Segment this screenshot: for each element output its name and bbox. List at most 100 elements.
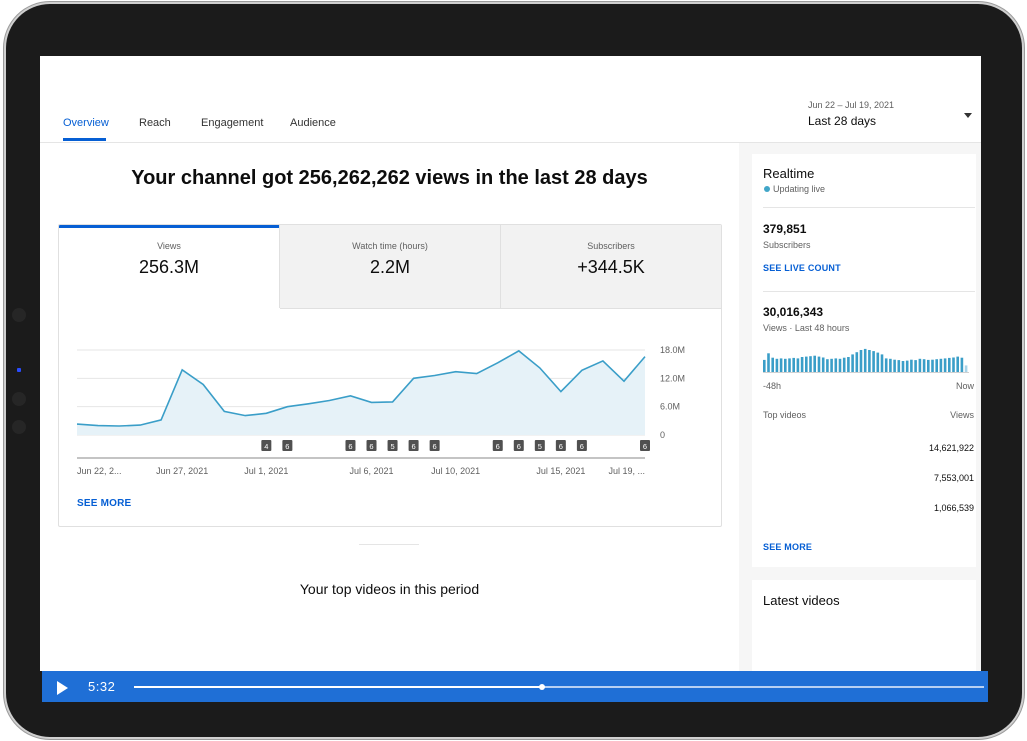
see-live-count-link[interactable]: SEE LIVE COUNT [763,263,841,273]
data-point [559,390,563,394]
realtime-bar [779,358,783,372]
realtime-bar [863,348,867,372]
realtime-bar [855,352,859,372]
top-video-views: 1,066,539 [933,503,974,513]
annotation-label: 6 [285,442,289,451]
realtime-bar [956,356,959,372]
realtime-bar-chart[interactable] [763,344,975,376]
tab-bar: Overview Reach Engagement Audience Jun 2… [40,56,981,143]
annotation-badge [408,440,419,451]
annotation-label: 4 [264,442,268,451]
annotation-label: 6 [517,442,521,451]
annotation-label: 6 [496,442,500,451]
annotation-badge [534,440,545,451]
annotation-label: 6 [433,442,437,451]
realtime-bar [960,357,964,372]
data-point [201,383,205,387]
tab-overview[interactable]: Overview [63,117,109,129]
annotation-label: 6 [348,442,352,451]
data-point [454,370,458,374]
realtime-bar [876,352,880,372]
realtime-bar [859,350,863,372]
data-point [138,423,142,427]
data-point [327,399,331,403]
latest-videos-title: Latest videos [763,593,840,608]
tab-engagement[interactable]: Engagement [201,117,264,129]
views-chart[interactable]: 0 6.0M 12.0M 18.0M 4 6 6 6 5 6 6 6 6 5 6 6 6 Jun 22, 2...… [59,225,721,526]
annotation-label: 6 [412,442,416,451]
data-point [601,359,605,363]
views-column-label: Views [950,410,974,420]
active-tab-indicator [63,138,106,141]
seek-bar-progress [134,686,542,688]
realtime-bar [842,357,846,372]
annotation-badge [387,440,398,451]
annotation-badge [513,440,524,451]
realtime-bar [910,359,913,372]
realtime-bar [830,358,833,372]
realtime-subscribers-label: Subscribers [763,240,811,250]
data-point [643,355,647,359]
see-more-link[interactable]: SEE MORE [77,498,132,509]
realtime-bar [943,358,947,372]
series-line [76,349,646,427]
metric-value: 2.2M [369,257,411,277]
metric-value: +344.5K [577,257,645,277]
seek-bar[interactable] [134,686,984,688]
realtime-bar [889,358,892,372]
realtime-bar [880,354,884,372]
realtime-views-label: Views · Last 48 hours [763,323,850,333]
annotation-label: 6 [643,442,647,451]
annotation-label: 5 [538,442,542,451]
realtime-bar [775,358,779,372]
annotation-label: 5 [390,442,394,451]
realtime-bar [784,358,787,372]
realtime-bar [868,350,871,372]
realtime-bar [884,358,888,372]
data-point [538,366,542,370]
metric-tab-subscribers[interactable]: Subscribers +344.5K [501,225,721,309]
chevron-down-icon[interactable] [964,113,972,118]
data-point [475,372,479,376]
axis-start-label: -48h [763,381,782,391]
realtime-bar [809,356,812,372]
metric-tab-watch-time[interactable]: Watch time (hours) 2.2M [280,225,501,309]
realtime-bar [805,356,808,372]
data-point [243,414,247,418]
realtime-bar [905,360,909,372]
realtime-views-value: 30,016,343 [763,305,824,319]
date-range-selector[interactable]: Last 28 days [808,114,877,128]
x-tick-label: Jul 15, 2021 [536,466,585,476]
tab-reach[interactable]: Reach [139,117,171,129]
seek-handle[interactable] [539,684,545,690]
annotation-badge [555,440,566,451]
realtime-bar [918,358,922,372]
realtime-bar [935,359,938,372]
metric-tab-views[interactable]: Views 256.3M [59,225,280,308]
date-range-text[interactable]: Jun 22 – Jul 19, 2021 [808,100,895,110]
realtime-see-more-link[interactable]: SEE MORE [763,542,813,552]
metric-value: 256.3M [138,257,200,277]
x-tick-label: Jun 27, 2021 [156,466,208,476]
annotation-badge [576,440,587,451]
top-videos-label: Top videos [763,410,807,420]
x-tick-label: Jun 22, 2... [77,466,122,476]
analytics-screen: Overview Reach Engagement Audience Jun 2… [40,56,981,671]
realtime-bar [771,357,774,372]
realtime-bar [893,359,896,372]
metrics-card: Views 256.3M Watch time (hours) 2.2M Sub… [58,224,722,527]
tab-audience[interactable]: Audience [290,117,336,129]
annotation-badge [429,440,440,451]
realtime-bar [931,359,934,372]
play-icon[interactable] [57,681,68,695]
top-video-views: 7,553,001 [933,473,974,483]
data-point [285,405,289,409]
video-player-bar: 5:32 [42,671,988,702]
divider [763,207,975,208]
y-tick-label: 18.0M [660,345,685,355]
data-point [117,424,121,428]
data-point [75,422,79,426]
data-point [264,411,268,415]
top-videos-heading: Your top videos in this period [299,581,480,597]
x-tick-label: Jul 19, ... [608,466,645,476]
